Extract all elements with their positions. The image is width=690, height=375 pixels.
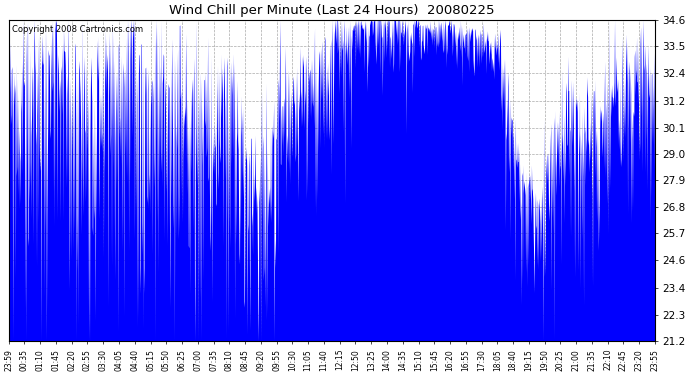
Title: Wind Chill per Minute (Last 24 Hours)  20080225: Wind Chill per Minute (Last 24 Hours) 20… [169,4,495,17]
Text: Copyright 2008 Cartronics.com: Copyright 2008 Cartronics.com [12,24,143,33]
